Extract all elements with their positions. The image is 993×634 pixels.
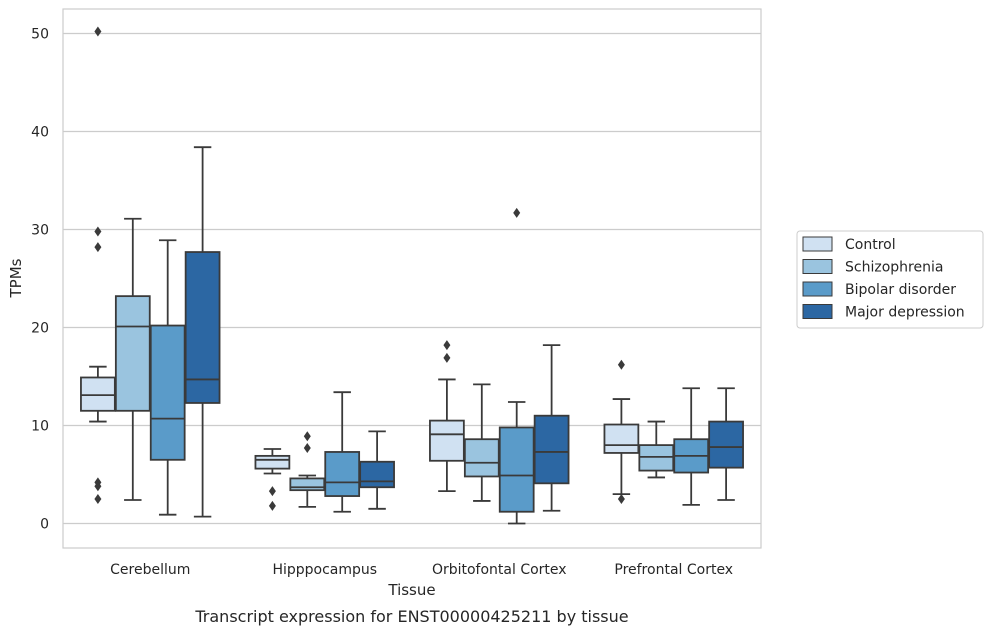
box-iqr <box>80 376 116 412</box>
legend-label: Bipolar disorder <box>845 282 956 298</box>
y-tick-label: 0 <box>40 517 49 533</box>
box-group <box>149 239 186 516</box>
box-group <box>673 387 710 506</box>
box-iqr <box>149 324 186 461</box>
box-iqr <box>498 426 535 513</box>
box-series <box>80 26 744 525</box>
box-group <box>254 448 291 511</box>
box-group <box>429 340 465 493</box>
box-iqr <box>254 454 291 470</box>
legend: Control Schizophrenia Bipolar disorder Majo… <box>796 230 984 329</box>
box-group <box>184 146 221 518</box>
outlier-point <box>513 207 521 218</box>
box-group <box>708 387 744 501</box>
outlier-point <box>94 226 102 237</box>
outlier-point <box>617 359 625 370</box>
x-axis-label: Tissue <box>387 581 435 599</box>
outlier-point <box>94 481 102 492</box>
box-iqr <box>708 420 744 469</box>
y-tick-label: 20 <box>31 321 49 337</box>
x-tick-label: Hipppocampus <box>272 562 377 578</box>
box-iqr <box>533 414 570 485</box>
y-tick-label: 50 <box>31 27 49 43</box>
outlier-point <box>268 500 276 511</box>
legend-label: Schizophrenia <box>845 260 943 276</box>
legend-label: Major depression <box>845 305 965 321</box>
box-iqr <box>463 438 500 478</box>
x-tick-label: Prefrontal Cortex <box>614 562 733 578</box>
box-iqr <box>359 460 395 489</box>
legend-swatch <box>802 259 833 274</box>
y-tick-label: 40 <box>31 125 49 141</box>
box-iqr <box>289 477 326 492</box>
box-group <box>114 217 151 501</box>
legend-swatch <box>802 304 833 319</box>
box-iqr <box>114 295 151 412</box>
box-group <box>533 344 570 512</box>
box-group <box>638 420 675 479</box>
box-group <box>463 383 500 502</box>
box-iqr <box>184 251 221 404</box>
box-iqr <box>638 444 675 472</box>
x-tick-label: Cerebellum <box>110 562 190 578</box>
box-iqr <box>324 451 361 497</box>
plot-frame <box>62 8 762 549</box>
x-tick-label: Orbitofontal Cortex <box>432 562 567 578</box>
y-tick-labels: 0 10 20 30 40 50 <box>31 27 49 533</box>
legend-frame <box>796 230 984 329</box>
box-group <box>289 431 326 508</box>
legend-swatch <box>802 236 833 252</box>
box-group <box>359 430 395 510</box>
box-group <box>498 207 535 525</box>
outlier-point <box>443 352 451 363</box>
outlier-point <box>443 340 451 351</box>
outlier-point <box>303 443 311 454</box>
outlier-point <box>94 494 102 504</box>
box-group <box>324 391 361 513</box>
outlier-point <box>268 486 276 497</box>
box-iqr <box>603 423 640 454</box>
legend-label: Control <box>845 237 896 253</box>
box-group <box>80 26 116 504</box>
y-tick-label: 10 <box>31 419 49 435</box>
outlier-point <box>617 494 625 504</box>
y-tick-label: 30 <box>31 223 49 239</box>
chart-caption: Transcript expression for ENST0000042521… <box>194 607 628 626</box>
y-axis-label: TPMs <box>7 258 25 298</box>
legend-swatch <box>802 281 833 297</box>
outlier-point <box>303 431 311 442</box>
outlier-point <box>94 242 102 253</box>
box-group <box>603 359 640 504</box>
outlier-point <box>94 26 102 37</box>
box-iqr <box>429 419 465 462</box>
x-tick-labels: Cerebellum Hipppocampus Orbitofontal Corte… <box>110 562 733 578</box>
